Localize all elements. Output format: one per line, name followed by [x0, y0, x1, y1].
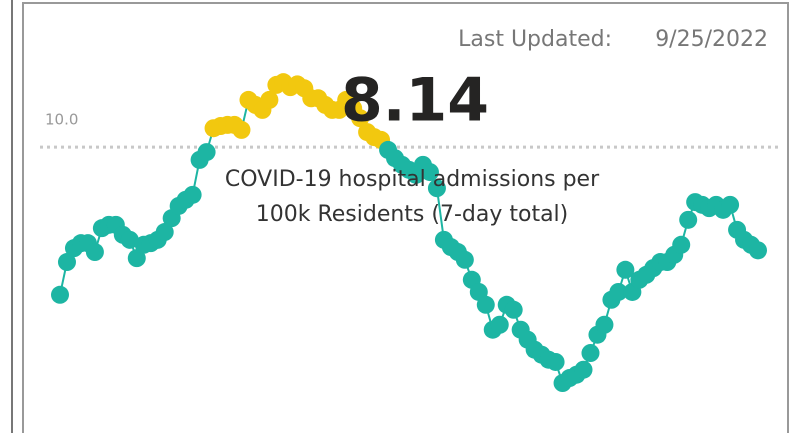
data-point	[155, 223, 174, 242]
reference-label: 10.0	[45, 111, 78, 129]
data-point	[490, 315, 509, 334]
data-point	[504, 300, 523, 319]
data-point	[51, 285, 69, 304]
data-point	[351, 109, 370, 128]
data-point	[476, 295, 495, 314]
card-label: COVID-19 hospital admissions per	[225, 167, 600, 192]
data-point	[420, 163, 439, 182]
data-point	[721, 195, 740, 214]
last-updated-label: Last Updated:	[458, 27, 612, 52]
last-updated-date: 9/25/2022	[655, 27, 768, 52]
data-point	[672, 235, 691, 254]
card-value: 8.14	[341, 66, 489, 136]
data-point	[581, 344, 600, 363]
data-point	[455, 250, 474, 269]
card-border	[22, 2, 789, 433]
data-point	[85, 243, 104, 262]
plot: 10.0	[40, 73, 782, 393]
data-point	[679, 210, 698, 229]
data-point	[127, 249, 146, 268]
data-point	[749, 241, 767, 260]
data-point	[595, 315, 614, 334]
data-point	[260, 90, 279, 109]
data-point	[427, 179, 446, 198]
data-point	[57, 253, 76, 272]
data-point	[183, 185, 202, 204]
card-label: 100k Residents (7-day total)	[256, 202, 569, 227]
data-point	[232, 120, 251, 139]
data-point	[609, 282, 628, 301]
data-point	[574, 360, 593, 379]
data-point	[616, 260, 635, 279]
data-point	[120, 230, 139, 249]
data-point	[197, 143, 216, 162]
data-point	[546, 352, 565, 371]
